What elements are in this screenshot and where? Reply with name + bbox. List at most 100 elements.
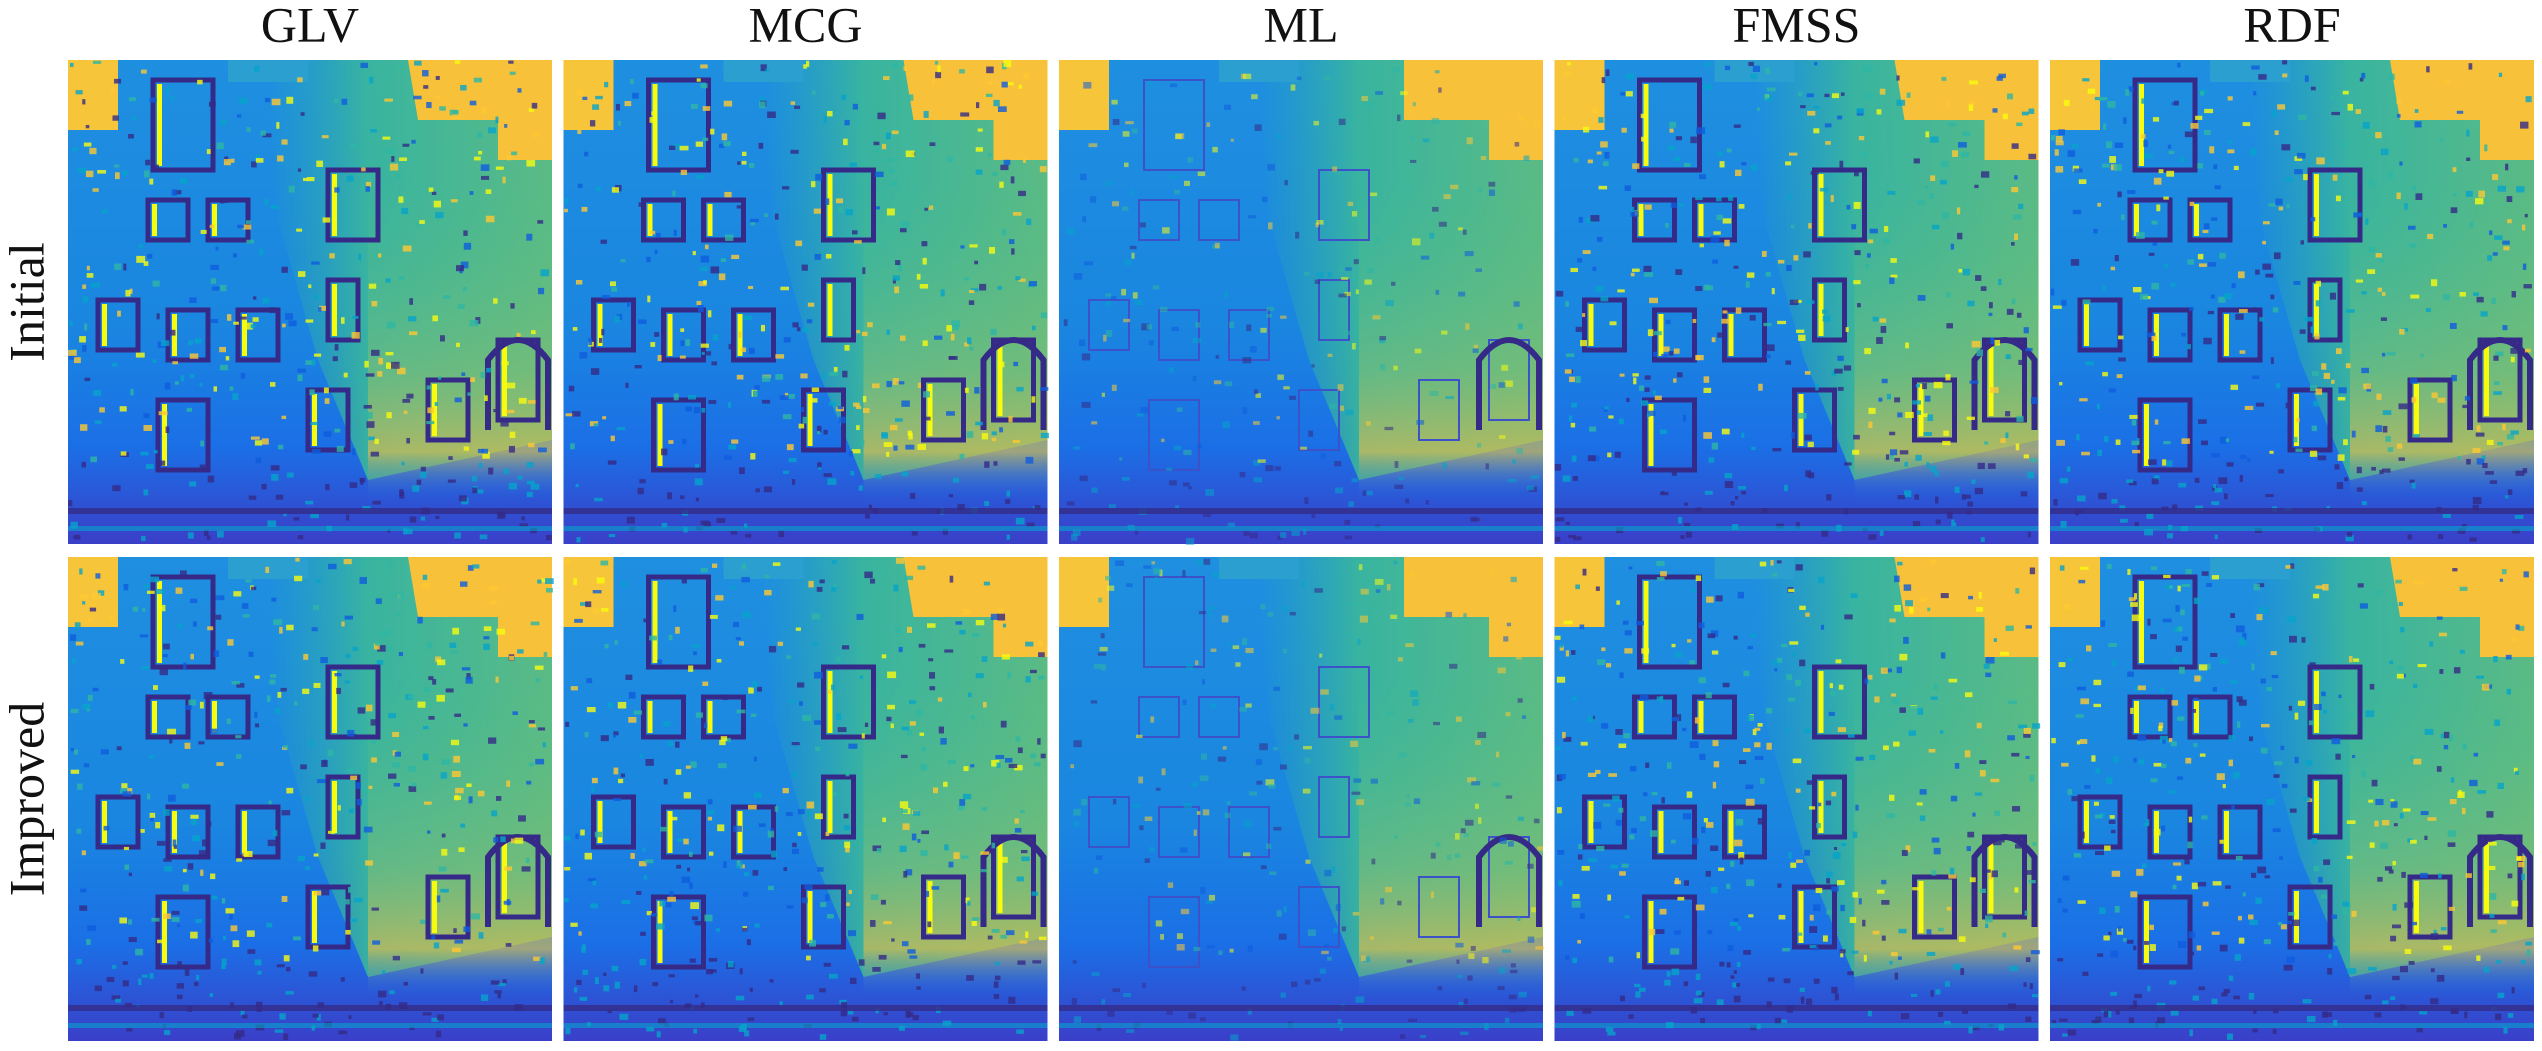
noise-pixel: [932, 787, 939, 794]
noise-pixel: [382, 970, 386, 974]
noise-pixel: [215, 595, 225, 601]
noise-pixel: [1804, 434, 1812, 441]
noise-pixel: [452, 947, 461, 953]
noise-pixel: [219, 364, 228, 371]
noise-pixel: [1350, 740, 1359, 747]
noise-pixel: [1833, 846, 1838, 851]
noise-pixel: [1030, 753, 1037, 759]
noise-pixel: [2098, 97, 2108, 101]
noise-pixel: [970, 715, 975, 720]
noise-pixel: [1162, 227, 1170, 234]
noise-pixel: [1141, 323, 1150, 331]
noise-pixel: [1593, 821, 1602, 829]
noise-pixel: [1925, 131, 1930, 138]
noise-pixel: [341, 621, 345, 627]
noise-pixel: [1764, 94, 1773, 101]
noise-pixel: [1939, 730, 1944, 734]
noise-pixel: [1455, 716, 1462, 722]
noise-pixel: [1480, 156, 1487, 160]
noise-pixel: [946, 411, 955, 416]
noise-pixel: [2497, 920, 2507, 925]
noise-pixel: [1587, 858, 1597, 862]
noise-pixel: [921, 241, 928, 247]
window: [821, 774, 856, 840]
noise-pixel: [406, 393, 414, 399]
noise-pixel: [344, 615, 354, 620]
noise-pixel: [2050, 134, 2056, 141]
noise-pixel: [1927, 607, 1931, 612]
noise-pixel: [2125, 89, 2130, 96]
noise-pixel: [679, 355, 686, 359]
noise-pixel: [928, 658, 934, 662]
noise-pixel: [2134, 522, 2139, 527]
noise-pixel: [1917, 708, 1924, 715]
noise-pixel: [248, 651, 254, 657]
noise-pixel: [2147, 985, 2151, 992]
noise-pixel: [931, 886, 940, 890]
noise-pixel: [937, 65, 941, 73]
noise-pixel: [595, 186, 602, 192]
noise-pixel: [617, 701, 627, 709]
window: [2077, 297, 2123, 353]
noise-pixel: [300, 112, 305, 116]
noise-pixel: [517, 88, 522, 93]
noise-pixel: [1966, 416, 1975, 421]
noise-pixel: [825, 198, 830, 205]
noise-pixel: [625, 674, 633, 680]
noise-pixel: [859, 675, 864, 679]
noise-pixel: [1037, 738, 1041, 745]
noise-pixel: [680, 495, 685, 500]
noise-pixel: [1660, 571, 1667, 577]
noise-pixel: [974, 260, 979, 265]
noise-pixel: [2030, 458, 2037, 463]
noise-pixel: [431, 1017, 439, 1022]
noise-pixel: [611, 187, 620, 193]
noise-pixel: [752, 870, 759, 876]
noise-pixel: [614, 315, 620, 323]
noise-pixel: [1499, 837, 1507, 844]
noise-pixel: [1668, 351, 1674, 356]
noise-pixel: [2143, 940, 2149, 945]
noise-pixel: [2426, 66, 2430, 73]
noise-pixel: [991, 431, 997, 436]
noise-pixel: [240, 316, 247, 320]
noise-pixel: [2251, 663, 2255, 671]
noise-pixel: [2082, 299, 2091, 305]
noise-pixel: [654, 249, 658, 254]
noise-pixel: [2286, 203, 2290, 209]
noise-pixel: [2079, 739, 2088, 744]
arch: [2467, 337, 2533, 430]
window: [150, 574, 216, 670]
noise-pixel: [136, 255, 146, 263]
noise-pixel: [2453, 192, 2457, 197]
sky-right: [1404, 60, 1543, 160]
noise-pixel: [923, 391, 931, 398]
noise-pixel: [769, 979, 774, 983]
noise-pixel: [656, 1031, 661, 1038]
noise-pixel: [1864, 348, 1871, 355]
noise-pixel: [667, 492, 672, 500]
noise-pixel: [264, 97, 271, 103]
noise-pixel: [422, 574, 428, 580]
noise-pixel: [2345, 535, 2354, 542]
noise-pixel: [1105, 293, 1112, 297]
noise-pixel: [1366, 102, 1374, 108]
noise-pixel: [1695, 196, 1703, 201]
noise-pixel: [1155, 920, 1163, 927]
noise-pixel: [715, 595, 724, 601]
noise-pixel: [2189, 1029, 2193, 1037]
noise-pixel: [1508, 994, 1517, 1000]
depth-map: [1554, 557, 2041, 1041]
noise-pixel: [2212, 484, 2217, 489]
noise-pixel: [1940, 593, 1949, 599]
noise-pixel: [2318, 876, 2323, 883]
noise-pixel: [188, 699, 197, 706]
noise-pixel: [892, 278, 897, 284]
noise-pixel: [2110, 950, 2119, 958]
noise-pixel: [1998, 278, 2002, 286]
noise-pixel: [1716, 999, 1724, 1006]
noise-pixel: [147, 793, 151, 800]
noise-pixel: [2214, 185, 2221, 190]
noise-pixel: [815, 746, 821, 752]
noise-pixel: [2137, 735, 2147, 741]
